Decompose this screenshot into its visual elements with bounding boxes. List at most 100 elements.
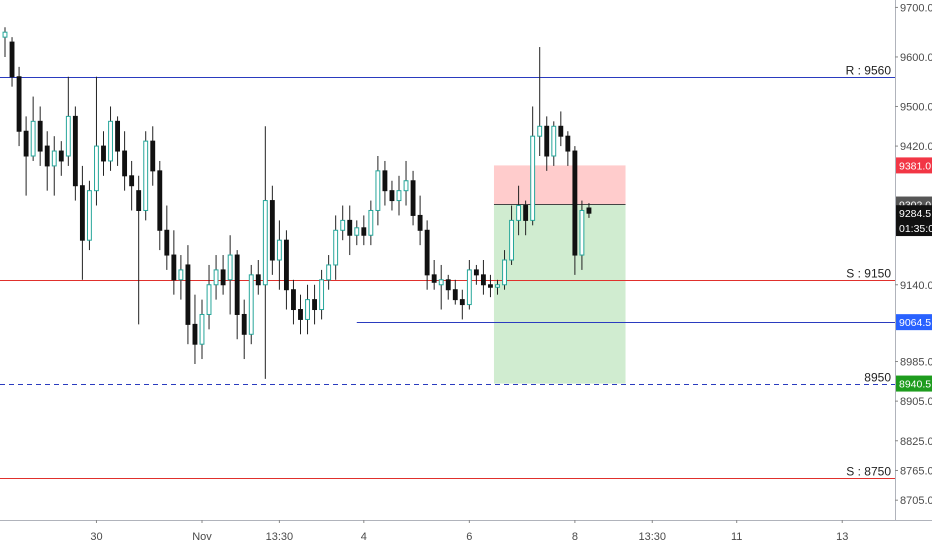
candle bbox=[417, 195, 423, 246]
candle bbox=[171, 230, 177, 295]
candle-body bbox=[171, 254, 177, 281]
candle-body bbox=[389, 190, 395, 202]
time-tick-label: 8 bbox=[572, 531, 578, 543]
candle-body bbox=[86, 190, 92, 241]
candle-body bbox=[509, 219, 514, 261]
candle-body bbox=[431, 274, 437, 283]
candle-body bbox=[473, 269, 479, 276]
candle bbox=[178, 255, 184, 300]
candle-body bbox=[579, 209, 585, 256]
candle bbox=[262, 126, 268, 379]
candle bbox=[72, 106, 78, 201]
candle bbox=[382, 160, 388, 206]
candle bbox=[58, 141, 64, 176]
candle bbox=[269, 185, 275, 275]
candle-body bbox=[276, 239, 282, 261]
level-label: R : 9560 bbox=[846, 64, 892, 78]
time-tick-label: 30 bbox=[90, 531, 102, 543]
candle bbox=[333, 215, 339, 280]
candle bbox=[305, 284, 310, 335]
time-tick-label: 13:30 bbox=[266, 531, 294, 543]
price-tag-label: 9381.0 bbox=[899, 160, 931, 172]
candle-body bbox=[354, 227, 360, 236]
candle bbox=[375, 156, 381, 226]
time-tick-label: 13:30 bbox=[639, 531, 667, 543]
candle bbox=[431, 260, 437, 290]
candle bbox=[16, 66, 22, 147]
price-axis[interactable]: 9700.0 9600.0 9500.0 9420.0 9140.0 8985.0 8905… bbox=[895, 2, 932, 507]
candle-body bbox=[150, 140, 156, 172]
level-label: 8950 bbox=[864, 371, 891, 385]
level-label: S : 8750 bbox=[846, 465, 891, 479]
price-tick-label: 8905.0 bbox=[900, 396, 932, 408]
candle-body bbox=[2, 31, 8, 38]
candle bbox=[157, 160, 163, 251]
candle bbox=[115, 116, 121, 166]
price-tag-bg bbox=[896, 157, 932, 174]
candle-body bbox=[37, 120, 43, 152]
price-tag: 8940.5 bbox=[896, 375, 932, 392]
price-tick-label: 9600.0 bbox=[900, 52, 932, 64]
candle bbox=[37, 106, 43, 166]
candle-body bbox=[375, 170, 381, 211]
candle bbox=[185, 245, 191, 345]
candle-body bbox=[269, 200, 275, 261]
price-tag-bg bbox=[896, 375, 932, 392]
target-zone[interactable] bbox=[493, 204, 626, 384]
candle bbox=[150, 126, 156, 186]
candle-body bbox=[516, 205, 522, 221]
candle-body bbox=[108, 120, 113, 162]
time-tick-label: 6 bbox=[466, 531, 472, 543]
candle bbox=[516, 185, 522, 236]
candle-body bbox=[185, 264, 191, 325]
candle-body bbox=[143, 140, 149, 211]
candle bbox=[509, 205, 514, 265]
price-tick-label: 9420.0 bbox=[900, 141, 932, 153]
candle bbox=[368, 200, 374, 246]
candle-body bbox=[361, 227, 367, 236]
candle bbox=[466, 260, 472, 310]
candle bbox=[44, 131, 50, 191]
time-axis[interactable]: 30 Nov 13:30 4 6 8 13:30 11 13 bbox=[90, 520, 848, 543]
stop-zone[interactable] bbox=[493, 165, 626, 205]
candle-body bbox=[495, 284, 500, 288]
candle bbox=[396, 175, 402, 216]
candle-body bbox=[488, 284, 493, 288]
candle-body bbox=[347, 219, 353, 236]
level-label: S : 9150 bbox=[846, 267, 891, 281]
candle bbox=[65, 76, 71, 166]
candle-body bbox=[368, 209, 374, 236]
candle-body bbox=[65, 115, 71, 157]
candle-body bbox=[9, 41, 15, 78]
candle-body bbox=[459, 299, 465, 306]
price-tag: 01:35:02 bbox=[896, 220, 932, 237]
candle bbox=[79, 165, 85, 280]
candle bbox=[192, 294, 198, 364]
candle-body bbox=[206, 284, 212, 315]
candle-body bbox=[424, 229, 430, 276]
candle-body bbox=[558, 125, 564, 137]
candle-body bbox=[551, 125, 557, 157]
candle bbox=[480, 260, 486, 295]
candle-body bbox=[30, 120, 36, 157]
candle-body bbox=[23, 130, 29, 157]
time-tick-label: 4 bbox=[361, 531, 367, 543]
candle bbox=[340, 205, 346, 241]
candle bbox=[276, 220, 282, 290]
candle bbox=[495, 279, 500, 295]
candle-body bbox=[333, 229, 339, 266]
candle bbox=[438, 264, 444, 310]
candle bbox=[523, 200, 529, 236]
candle bbox=[459, 289, 465, 320]
position-tool[interactable] bbox=[493, 165, 626, 384]
candle-body bbox=[544, 125, 550, 157]
candle bbox=[326, 255, 332, 290]
candle bbox=[213, 255, 219, 300]
candle bbox=[129, 160, 135, 211]
candle bbox=[86, 180, 92, 251]
candle bbox=[361, 215, 367, 246]
candle bbox=[551, 121, 557, 166]
candle-body bbox=[466, 269, 472, 306]
candle bbox=[51, 136, 57, 196]
